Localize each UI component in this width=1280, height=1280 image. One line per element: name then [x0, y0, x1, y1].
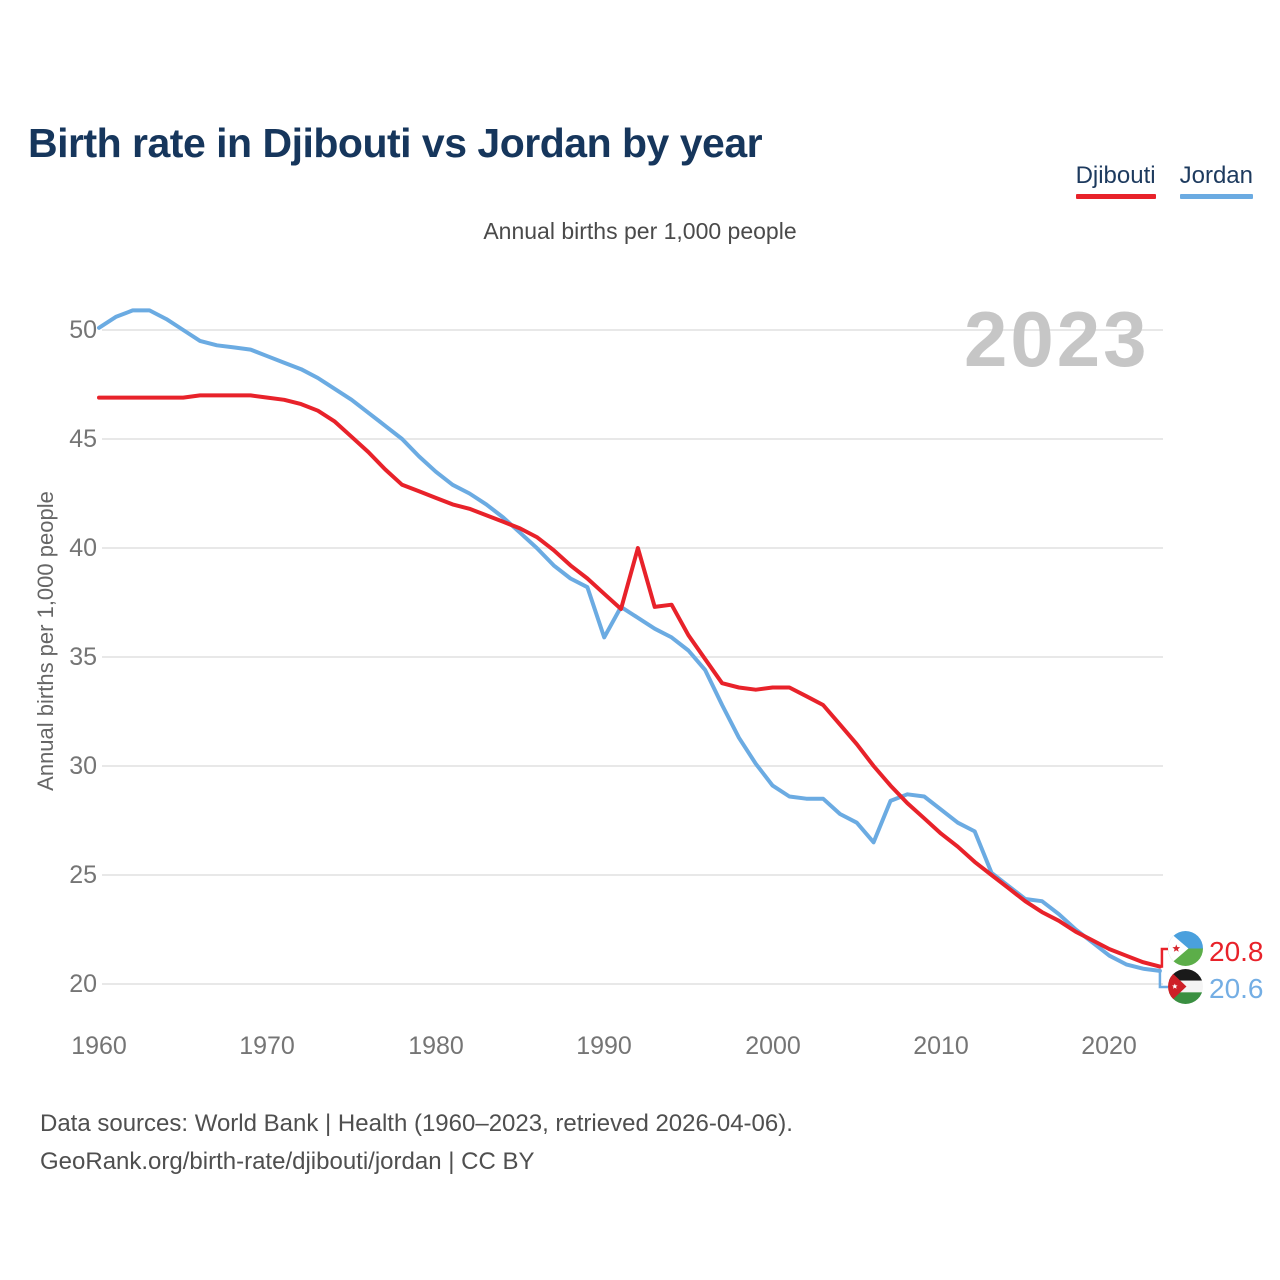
legend-item-djibouti[interactable]: Djibouti [1075, 162, 1156, 199]
series-line-djibouti [97, 393, 1162, 969]
y-tick-50: 50 [69, 316, 97, 344]
end-value-djibouti: 20.8 [1209, 936, 1264, 967]
watermark-year: 2023 [964, 295, 1150, 383]
y-tick-40: 40 [69, 534, 97, 562]
x-tick-2000: 2000 [745, 1032, 801, 1060]
legend-item-jordan[interactable]: Jordan [1179, 162, 1253, 199]
end-value-jordan: 20.6 [1209, 973, 1264, 1004]
legend: Djibouti Jordan [1075, 162, 1253, 199]
djibouti-flag-icon [1168, 931, 1203, 966]
x-tick-1970: 1970 [239, 1032, 295, 1060]
legend-underline-djibouti [1075, 194, 1156, 199]
x-tick-1990: 1990 [576, 1032, 632, 1060]
x-tick-1980: 1980 [408, 1032, 464, 1060]
legend-label-djibouti: Djibouti [1075, 162, 1156, 189]
jordan-flag-icon [1168, 969, 1203, 1004]
x-tick-2020: 2020 [1081, 1032, 1137, 1060]
chart-subtitle: Annual births per 1,000 people [483, 218, 797, 244]
y-tick-20: 20 [69, 970, 97, 998]
series-line-jordan [97, 308, 1162, 973]
footer-source-line: Data sources: World Bank | Health (1960–… [40, 1110, 793, 1137]
x-tick-1960: 1960 [71, 1032, 127, 1060]
y-tick-30: 30 [69, 752, 97, 780]
y-tick-25: 25 [69, 861, 97, 889]
leader-line-djibouti [1156, 947, 1168, 968]
legend-label-jordan: Jordan [1179, 162, 1253, 189]
footer-url-line: GeoRank.org/birth-rate/djibouti/jordan |… [40, 1148, 535, 1175]
y-tick-35: 35 [69, 643, 97, 671]
y-tick-45: 45 [69, 425, 97, 453]
leader-line-jordan [1156, 969, 1168, 989]
page-title: Birth rate in Djibouti vs Jordan by year [28, 120, 763, 167]
x-tick-2010: 2010 [913, 1032, 969, 1060]
legend-underline-jordan [1179, 194, 1253, 199]
